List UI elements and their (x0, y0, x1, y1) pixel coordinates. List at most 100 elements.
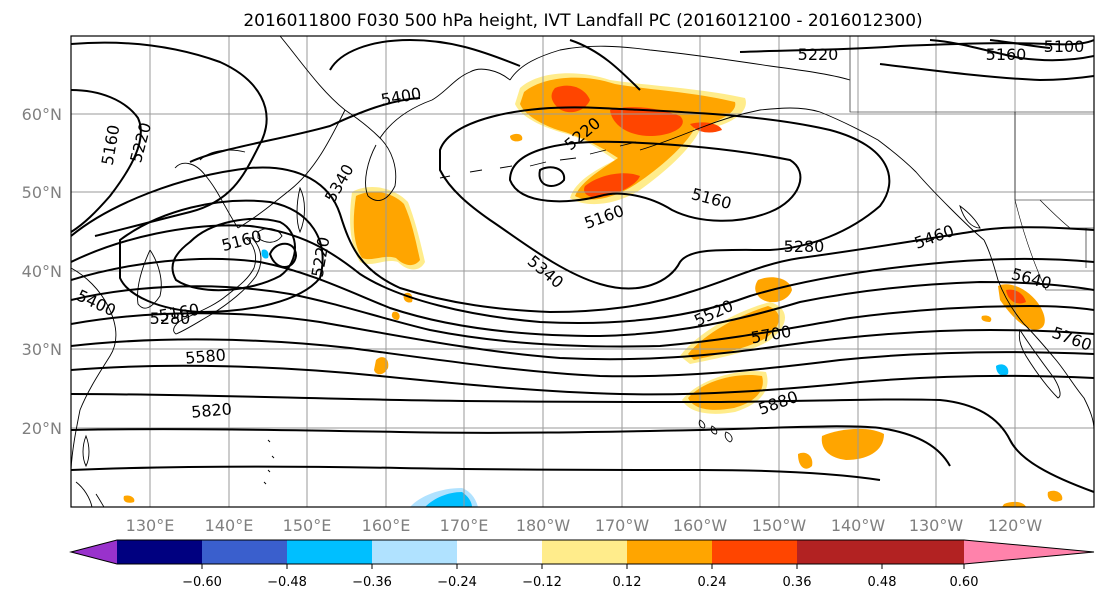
coast-vancouver-island (959, 204, 981, 229)
ivt-region-kuril-orange (353, 191, 420, 266)
contour-line (71, 364, 1094, 396)
colorbar-tick-label: −0.24 (437, 575, 477, 590)
ivt-region-alaska-red-4 (690, 122, 722, 133)
ivt-region-alaska-red-1 (551, 85, 590, 113)
map-frame (70, 35, 1095, 508)
lon-label: 160°W (673, 516, 728, 535)
coast-baja (1018, 328, 1061, 399)
colorbar-tick-label: −0.12 (522, 575, 562, 590)
ivt-patch-4 (510, 133, 523, 142)
colorbar-segment (117, 540, 202, 564)
coast-north-america-west (983, 239, 1094, 431)
contour-line (71, 425, 951, 467)
contour-line (71, 338, 1094, 378)
colorbar-extend-high (964, 540, 1094, 564)
ivt-region-subtropical-4 (821, 428, 884, 460)
contour-line (879, 63, 1094, 82)
lon-label: 130°W (909, 516, 964, 535)
ivt-patch-5 (798, 452, 813, 469)
lon-label: 170°W (595, 516, 650, 535)
contour-line (189, 97, 421, 163)
lat-label: 50°N (22, 183, 62, 202)
lon-label: 140°W (831, 516, 886, 535)
ivt-patch-3 (374, 357, 389, 375)
colorbar-tick-label: 0.60 (950, 575, 979, 590)
contour-line (71, 166, 1094, 314)
colorbar-tick-label: −0.48 (267, 575, 307, 590)
colorbar-segment (287, 540, 372, 564)
contour-line (71, 285, 1094, 348)
ivt-patch-9 (123, 495, 135, 503)
contour-line (71, 41, 268, 237)
contour-line (119, 199, 324, 314)
ivt-negative-patch-3 (996, 364, 1009, 376)
contour-label: 5280 (784, 237, 825, 256)
colorbar-segment (627, 540, 712, 564)
colorbar-tick-label: 0.24 (698, 575, 727, 590)
contour-label: 5580 (184, 345, 226, 367)
coast-korea (137, 249, 162, 309)
contour-line (71, 465, 881, 481)
lon-label: 180°W (516, 516, 571, 535)
lon-label: 160°E (362, 516, 411, 535)
colorbar-tick-label: 0.36 (783, 575, 812, 590)
ivt-patch-8 (1047, 490, 1063, 502)
contour-label: 5820 (190, 399, 232, 421)
lon-label: 130°E (126, 516, 175, 535)
lat-label: 30°N (22, 340, 62, 359)
ivt-patch-7 (1002, 501, 1026, 507)
colorbar-segment (882, 540, 964, 564)
colorbar-ticks (201, 564, 965, 569)
colorbar: −0.60 −0.48 −0.36 −0.24 −0.12 0.12 0.24 … (69, 539, 1095, 590)
lon-label: 150°W (752, 516, 807, 535)
contour-line (71, 89, 142, 233)
contour-line (71, 224, 1094, 324)
contour-line (569, 39, 641, 91)
contour-label: 5220 (798, 45, 839, 64)
longitude-labels: 130°E 140°E 150°E 160°E 170°E 180°W 170°… (126, 516, 1043, 535)
coast-taiwan (82, 434, 90, 468)
lon-label: 120°W (988, 516, 1043, 535)
colorbar-tick-label: 0.48 (868, 575, 897, 590)
graticule (71, 36, 1094, 507)
contour-line (538, 166, 566, 187)
colorbar-extend-low (71, 540, 117, 564)
ivt-region-subtropical-1 (688, 306, 780, 360)
coast-japan (173, 237, 262, 335)
colorbar-outline (69, 539, 1095, 565)
ivt-negative-patch-4 (261, 249, 269, 259)
colorbar-segment (457, 540, 542, 564)
map-panel: 5220 5160 5400 5220 5160 5100 5160 5220 … (70, 35, 1095, 508)
colorbar-segment (372, 540, 457, 564)
figure-title: 2016011800 F030 500 hPa height, IVT Land… (243, 11, 922, 31)
contour-line (439, 106, 891, 290)
colorbar-tick-label: −0.36 (352, 575, 392, 590)
ivt-negative-patch-2 (425, 492, 472, 507)
coast-china (71, 267, 117, 471)
ivt-patch-2 (391, 311, 400, 320)
lat-label: 20°N (22, 419, 62, 438)
coast-philippines (75, 481, 105, 507)
coast-pacific-islands (263, 439, 275, 485)
latitude-labels: 60°N 50°N 40°N 30°N 20°N (22, 105, 62, 438)
colorbar-segment (542, 540, 627, 564)
colorbar-segment (797, 540, 882, 564)
lon-label: 150°E (283, 516, 332, 535)
contour-line (71, 393, 1094, 493)
contour-line (329, 38, 521, 71)
contour-label: 5100 (1044, 37, 1085, 56)
contour-line (171, 217, 296, 292)
coast-alaska (509, 45, 985, 241)
contour-line (71, 257, 1094, 338)
coast-kamchatka (365, 137, 397, 201)
lon-label: 170°E (440, 516, 489, 535)
contour-line (508, 140, 802, 222)
contour-line (739, 39, 1094, 53)
contour-line (989, 39, 1051, 49)
colorbar-tick-label: −0.60 (182, 575, 222, 590)
coast-sakhalin (296, 186, 305, 234)
lat-label: 60°N (22, 105, 62, 124)
lon-label: 140°E (205, 516, 254, 535)
height-contours (71, 38, 1094, 493)
